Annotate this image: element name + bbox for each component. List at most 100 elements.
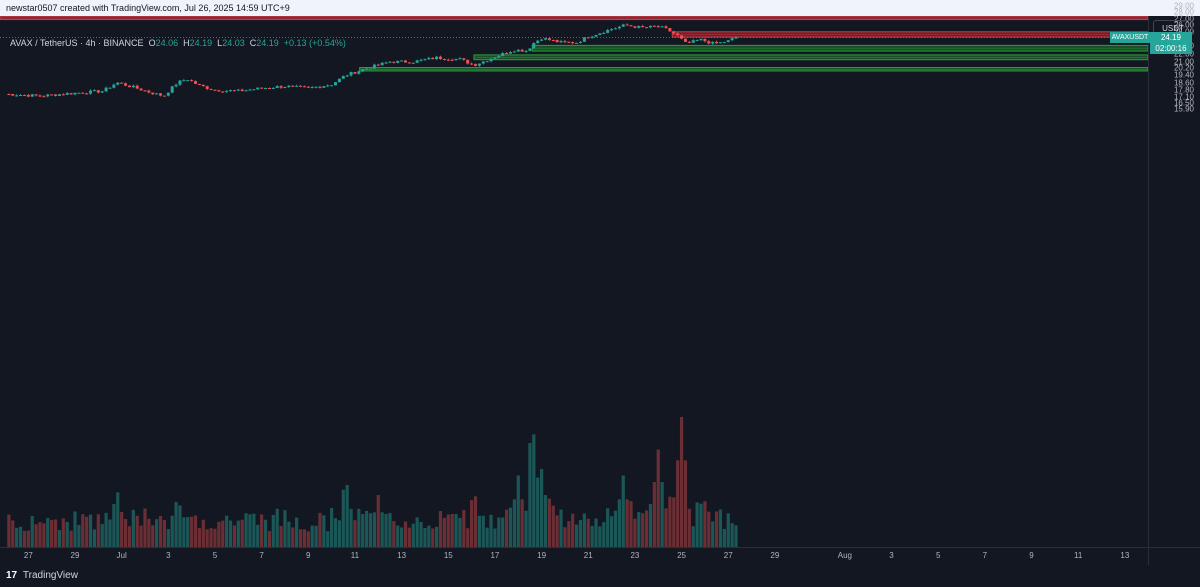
caption-text: newstar0507 created with TradingView.com… xyxy=(6,3,290,13)
volume-bar xyxy=(435,526,439,547)
volume-bar xyxy=(532,434,536,547)
volume-bar xyxy=(61,518,65,547)
candle-body xyxy=(648,25,652,28)
candle-body xyxy=(415,60,419,63)
volume-bar xyxy=(7,514,11,547)
volume-bar xyxy=(625,499,629,547)
volume-bar xyxy=(520,499,524,547)
candle-body xyxy=(613,28,617,30)
candlestick-chart[interactable] xyxy=(0,16,1148,547)
candle-body xyxy=(691,40,695,43)
volume-bar xyxy=(376,495,380,547)
price-axis[interactable]: 37.0035.0033.0031.0029.0028.0027.0026.00… xyxy=(1148,2,1200,547)
volume-bar xyxy=(267,531,272,547)
volume-bar xyxy=(462,509,466,547)
candle-body xyxy=(124,83,128,86)
volume-bar xyxy=(536,477,540,547)
volume-bar xyxy=(396,525,400,547)
volume-bar xyxy=(676,460,680,547)
candle-body xyxy=(81,92,85,94)
volume-bar xyxy=(442,517,446,547)
candle-body xyxy=(734,37,738,39)
candle-body xyxy=(50,94,54,96)
volume-bar xyxy=(22,530,27,547)
candle-body xyxy=(302,86,306,88)
candle-body xyxy=(528,48,532,51)
volume-bar xyxy=(151,525,155,547)
volume-bar xyxy=(291,527,295,547)
volume-bar xyxy=(310,525,314,547)
price-tick-label: 17.10 xyxy=(1173,92,1194,102)
volume-bar xyxy=(283,510,287,547)
volume-bar xyxy=(186,516,190,547)
volume-bar xyxy=(166,529,170,547)
volume-bar xyxy=(508,507,513,547)
volume-bar xyxy=(578,519,583,547)
volume-bar xyxy=(248,514,252,547)
candle-body xyxy=(462,58,466,60)
candle-body xyxy=(225,90,229,92)
volume-bar xyxy=(598,526,602,547)
volume-bar xyxy=(50,520,54,547)
time-tick-label: 9 xyxy=(306,551,311,560)
candle-body xyxy=(159,93,163,96)
candle-body xyxy=(326,85,330,87)
volume-bar xyxy=(252,513,256,547)
volume-bar xyxy=(528,443,532,547)
volume-bar xyxy=(85,516,89,547)
volume-bar xyxy=(485,527,489,547)
candle-body xyxy=(396,60,400,63)
volume-bar xyxy=(629,501,633,547)
volume-bar xyxy=(190,516,194,547)
volume-bar xyxy=(112,504,116,547)
symbol-price-tag: AVAXUSDT xyxy=(1110,31,1150,43)
candle-body xyxy=(104,87,108,92)
candle-body xyxy=(543,38,547,40)
time-tick-label: 29 xyxy=(770,551,780,560)
candle-body xyxy=(676,33,680,36)
volume-bar xyxy=(590,525,594,547)
candle-body xyxy=(194,81,198,84)
candle-body xyxy=(96,90,100,93)
volume-bar xyxy=(92,529,97,547)
volume-bar xyxy=(298,529,303,547)
candle-body xyxy=(287,85,291,87)
volume-bar xyxy=(135,515,139,547)
candle-body xyxy=(680,35,684,39)
volume-bar xyxy=(147,518,151,547)
candle-body xyxy=(345,75,349,77)
candle-body xyxy=(547,38,551,41)
candle-body xyxy=(493,57,497,59)
candle-body xyxy=(489,58,493,62)
candle-body xyxy=(19,95,23,97)
candle-body xyxy=(656,26,660,28)
candle-body xyxy=(264,88,268,90)
candle-body xyxy=(512,51,516,53)
candle-body xyxy=(252,89,256,91)
candle-body xyxy=(446,59,450,61)
volume-bar xyxy=(46,518,50,547)
volume-bar xyxy=(438,510,443,547)
last-price-tag: 24.19 02:00:16 xyxy=(1150,31,1192,54)
volume-bar xyxy=(322,515,326,547)
volume-bar xyxy=(648,504,653,547)
volume-bar xyxy=(679,417,684,547)
volume-bar xyxy=(193,515,198,547)
candle-body xyxy=(349,72,353,76)
candle-body xyxy=(625,24,629,26)
volume-bar xyxy=(400,527,404,547)
candle-body xyxy=(232,90,236,92)
volume-bar xyxy=(707,511,711,547)
candle-body xyxy=(629,25,633,27)
candle-body xyxy=(664,26,668,29)
chart-area[interactable]: AVAX / TetherUS · 4h · BINANCE O24.06 H2… xyxy=(0,16,1148,547)
volume-bar xyxy=(664,508,668,547)
volume-bar xyxy=(497,517,501,547)
time-axis[interactable]: 27 29 Jul 3 5 7 9 11 13 15 17 19 21 23 25 27 29 Aug 3 5 7 9 11… xyxy=(0,547,1148,565)
volume-bar xyxy=(271,515,275,547)
candle-body xyxy=(92,90,96,92)
candle-body xyxy=(229,90,233,92)
volume-bar xyxy=(489,514,493,547)
candle-body xyxy=(571,41,575,44)
candle-body xyxy=(34,94,38,96)
